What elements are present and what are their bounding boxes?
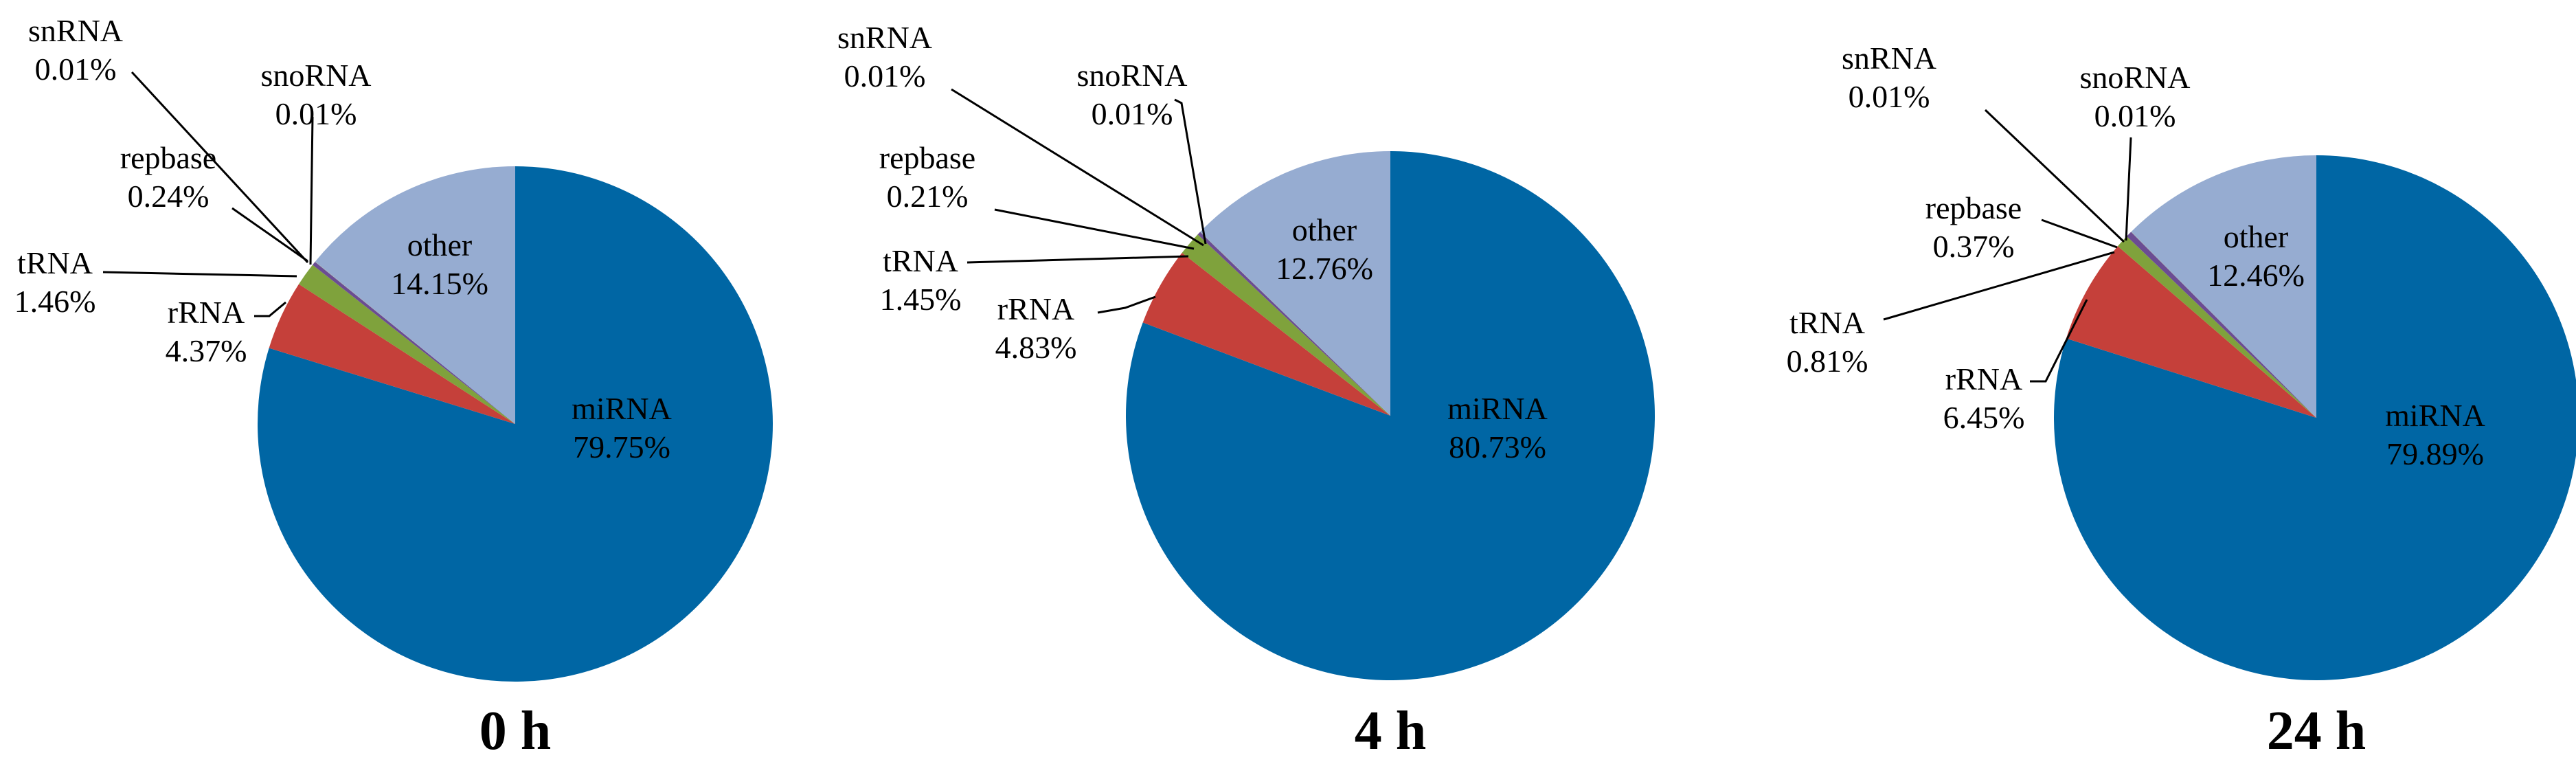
leader-line-repbase	[231, 207, 308, 262]
leader-line-trna	[1883, 251, 2115, 321]
pie-slice-trna	[1182, 234, 1390, 416]
slice-percent-mirna: 79.75%	[573, 429, 670, 464]
slice-percent-rrna: 6.45%	[1943, 400, 2025, 435]
slice-percent-mirna: 80.73%	[1449, 429, 1546, 464]
pie-slice-trna	[299, 265, 515, 424]
leader-line-snrna	[131, 71, 309, 264]
slice-name-trna: tRNA	[1789, 305, 1865, 340]
pie-slice-snrna	[2131, 232, 2316, 418]
pie-slice-rrna	[269, 284, 515, 424]
slice-name-snrna: snRNA	[1842, 41, 1936, 76]
chart-title: 4 h	[1355, 701, 1427, 761]
slice-name-snrna: snRNA	[28, 13, 123, 48]
pie-slice-snorna	[1200, 232, 1390, 416]
slice-percent-other: 14.15%	[391, 266, 488, 301]
pie-slice-trna	[2117, 236, 2316, 418]
slice-percent-snorna: 0.01%	[2094, 98, 2176, 133]
leader-line-repbase	[2041, 219, 2118, 249]
slice-labels: miRNA79.75%rRNA4.37%tRNA1.46%repbase0.24…	[14, 13, 2485, 471]
slice-name-mirna: miRNA	[1447, 391, 1548, 426]
chart-title: 24 h	[2267, 701, 2366, 761]
slice-name-trna: tRNA	[883, 243, 958, 278]
leader-line-trna	[967, 255, 1189, 264]
slice-percent-snorna: 0.01%	[1092, 96, 1173, 131]
pie-slice-rrna	[2066, 246, 2316, 418]
pie-slice-mirna	[2054, 155, 2576, 680]
slice-name-other: other	[1292, 212, 1357, 247]
slice-percent-trna: 0.81%	[1787, 344, 1868, 379]
pie-charts	[258, 151, 2576, 682]
pie-slice-snrna	[315, 261, 515, 424]
leader-line-snorna	[2125, 137, 2132, 241]
slice-percent-mirna: 79.89%	[2386, 436, 2484, 471]
leader-line-repbase	[994, 208, 1195, 250]
slice-name-other: other	[2224, 219, 2289, 254]
slice-percent-other: 12.76%	[1276, 251, 1373, 286]
slice-name-rrna: rRNA	[168, 295, 245, 330]
slice-name-repbase: repbase	[120, 140, 216, 175]
slice-percent-snrna: 0.01%	[844, 58, 926, 93]
slice-name-mirna: miRNA	[2385, 398, 2485, 433]
pie-slice-other	[2131, 155, 2316, 418]
leader-line-rrna	[2030, 299, 2088, 383]
pie-slice-other	[1200, 151, 1390, 416]
slice-percent-repbase: 0.37%	[1933, 229, 2015, 264]
pie-slice-repbase	[2127, 232, 2316, 418]
slice-name-snorna: snoRNA	[1076, 58, 1187, 93]
leader-line-snrna	[1984, 109, 2125, 243]
slice-percent-other: 12.46%	[2207, 258, 2305, 293]
slice-name-snorna: snoRNA	[260, 58, 371, 93]
slice-name-snrna: snRNA	[837, 20, 932, 55]
pie-slice-other	[315, 166, 515, 424]
chart-title: 0 h	[479, 701, 552, 761]
slice-percent-trna: 1.46%	[14, 284, 96, 319]
leader-line-rrna	[254, 301, 286, 317]
slice-name-snorna: snoRNA	[2079, 60, 2190, 95]
slice-percent-rrna: 4.83%	[995, 330, 1077, 365]
pie-slice-mirna	[1126, 151, 1655, 680]
leader-line-snrna	[951, 88, 1204, 247]
leader-line-rrna	[1097, 295, 1156, 314]
slice-percent-trna: 1.45%	[880, 282, 962, 317]
slice-percent-rrna: 4.37%	[166, 333, 247, 368]
slice-name-rrna: rRNA	[1945, 361, 2022, 396]
pie-slice-rrna	[1142, 252, 1390, 416]
slice-name-repbase: repbase	[879, 140, 975, 175]
slice-name-other: other	[407, 227, 473, 262]
leader-lines	[102, 71, 2132, 383]
pie-slice-snorna	[2131, 232, 2316, 418]
slice-percent-snrna: 0.01%	[35, 52, 117, 87]
pie-slice-repbase	[312, 262, 515, 424]
slice-percent-snrna: 0.01%	[1849, 79, 1930, 114]
slice-name-rrna: rRNA	[997, 291, 1074, 326]
slice-name-trna: tRNA	[17, 245, 93, 280]
slice-name-mirna: miRNA	[572, 391, 672, 426]
leader-line-snorna	[1174, 98, 1207, 245]
slice-name-repbase: repbase	[1925, 190, 2022, 225]
pie-slice-snrna	[1200, 232, 1390, 416]
slice-percent-repbase: 0.24%	[128, 179, 210, 214]
slice-percent-repbase: 0.21%	[887, 179, 969, 214]
leader-line-snorna	[309, 116, 314, 265]
pie-slice-repbase	[1197, 232, 1390, 416]
leader-line-trna	[102, 271, 297, 278]
chart-titles: 0 h 4 h 24 h	[479, 701, 2366, 761]
slice-percent-snorna: 0.01%	[275, 96, 357, 131]
pie-slice-snorna	[315, 261, 515, 424]
